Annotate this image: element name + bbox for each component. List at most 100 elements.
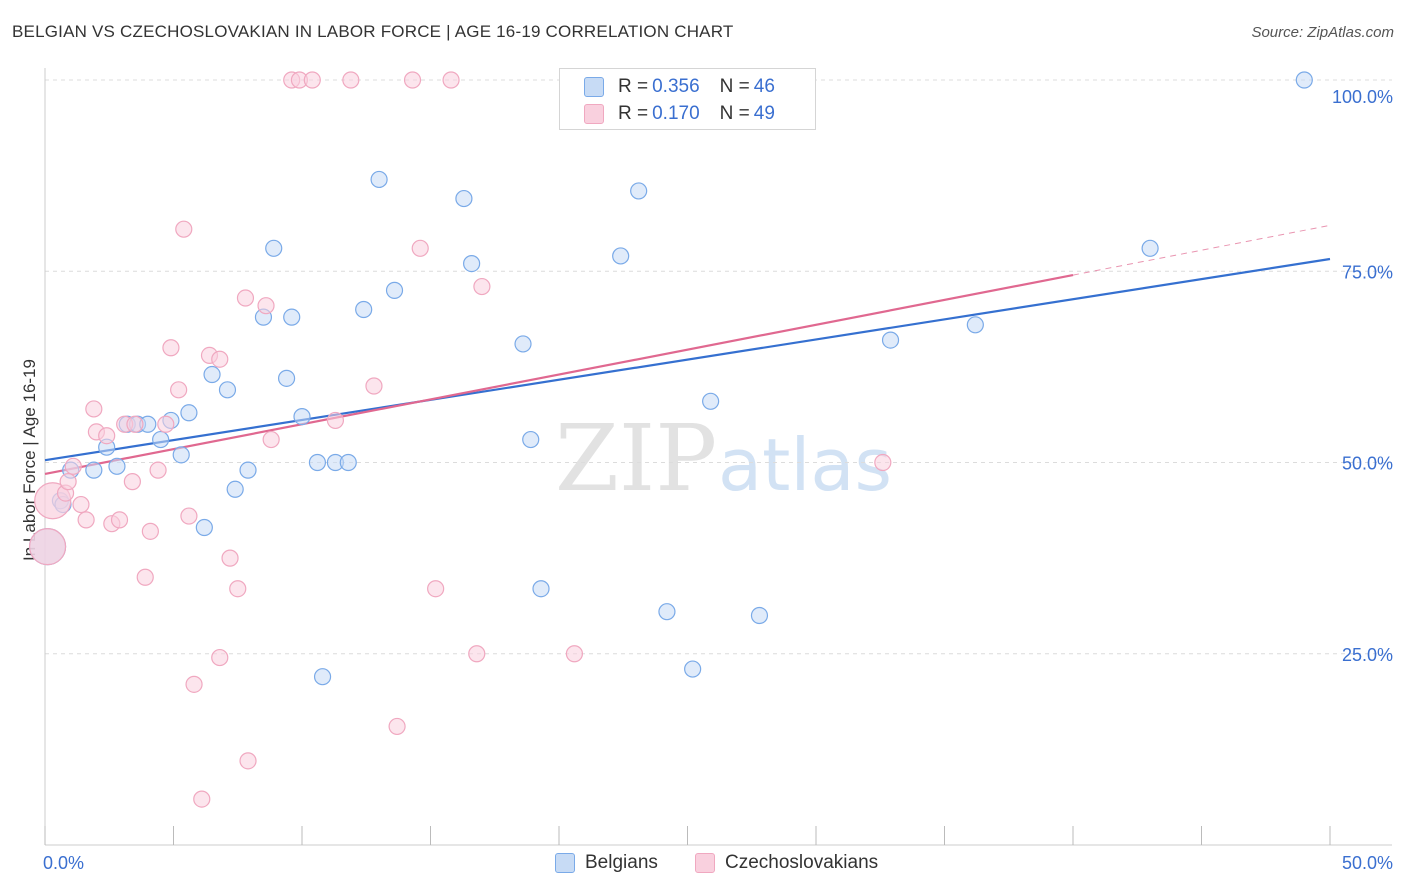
data-point xyxy=(463,255,481,273)
data-point xyxy=(136,568,154,586)
data-point xyxy=(108,457,126,475)
y-tick-label-2: 75.0% xyxy=(1342,262,1393,282)
data-point xyxy=(702,392,720,410)
stats-legend: R = 0.356 N = 46 R = 0.170 N = 49 xyxy=(559,68,816,130)
watermark: ZIP atlas xyxy=(555,405,892,512)
data-points xyxy=(28,71,1313,808)
data-point xyxy=(283,308,301,326)
data-point xyxy=(455,189,473,208)
data-point xyxy=(211,648,229,667)
data-point xyxy=(966,316,984,334)
data-point xyxy=(180,507,198,525)
series-legend: Belgians Czechoslovakians xyxy=(0,850,1406,878)
x-tick-label-1: 50.0% xyxy=(1342,853,1393,873)
data-point xyxy=(175,220,193,238)
watermark-atlas: atlas xyxy=(718,423,892,507)
data-point xyxy=(172,446,190,464)
legend-label-belgians: Belgians xyxy=(585,852,658,873)
data-point xyxy=(370,170,388,189)
y-tick-label-1: 50.0% xyxy=(1342,454,1393,474)
data-point xyxy=(403,71,422,89)
data-point xyxy=(85,461,103,479)
axes xyxy=(44,68,1392,846)
data-point xyxy=(72,495,90,514)
data-point xyxy=(326,411,345,430)
n-label: N = xyxy=(719,103,750,124)
data-point xyxy=(193,790,211,808)
data-point xyxy=(1141,239,1159,257)
data-point xyxy=(411,239,429,257)
data-point xyxy=(565,645,584,663)
r-label: R = xyxy=(618,76,649,97)
data-point xyxy=(239,752,257,770)
chart-title: BELGIAN VS CZECHOSLOVAKIAN IN LABOR FORC… xyxy=(12,22,734,41)
r-value: 0.356 xyxy=(652,76,700,97)
data-point xyxy=(342,71,360,89)
data-point xyxy=(522,430,540,449)
data-point xyxy=(308,453,327,472)
data-point xyxy=(303,71,321,89)
y-tick-label-0: 25.0% xyxy=(1342,645,1393,665)
data-point xyxy=(152,430,170,449)
legend-item-belgians[interactable]: Belgians xyxy=(555,852,658,874)
legend-item-czechoslovakians[interactable]: Czechoslovakians xyxy=(695,852,878,874)
data-point xyxy=(881,331,900,349)
data-point xyxy=(257,297,275,315)
data-point xyxy=(126,415,144,433)
trend-line-0 xyxy=(44,257,1331,462)
trend-extension-1 xyxy=(1072,224,1331,276)
data-point xyxy=(221,549,239,567)
belgians-legend-swatch xyxy=(555,853,575,873)
data-point xyxy=(141,522,159,540)
data-point xyxy=(874,453,892,472)
data-point xyxy=(85,400,103,418)
data-point xyxy=(427,580,445,598)
data-point xyxy=(388,717,406,736)
data-point xyxy=(468,645,486,663)
data-point xyxy=(532,580,550,598)
n-value: 49 xyxy=(753,103,775,124)
belgians-swatch xyxy=(584,77,604,97)
data-point xyxy=(265,239,283,257)
data-point xyxy=(162,339,180,357)
tick-labels: 25.0% 50.0% 75.0% 100.0% 0.0% 50.0% xyxy=(43,87,1393,873)
data-point xyxy=(236,289,255,307)
grid-lines xyxy=(45,79,1392,655)
legend-label-czechoslovakians: Czechoslovakians xyxy=(725,852,879,873)
data-point xyxy=(473,277,491,296)
data-point xyxy=(59,473,77,491)
data-point xyxy=(277,369,296,387)
series-1-points xyxy=(28,71,892,808)
data-point xyxy=(355,300,373,319)
data-point xyxy=(339,453,357,472)
data-point xyxy=(226,480,244,498)
chart-source: Source: ZipAtlas.com xyxy=(1251,24,1394,41)
y-tick-label-3: 100.0% xyxy=(1332,87,1393,107)
data-point xyxy=(262,430,280,449)
trend-line-1 xyxy=(44,273,1074,476)
n-value: 46 xyxy=(753,76,775,97)
data-point xyxy=(211,350,229,368)
data-point xyxy=(110,511,129,529)
data-point xyxy=(180,404,198,422)
data-point xyxy=(229,580,247,598)
n-label: N = xyxy=(719,76,750,97)
series-0-points xyxy=(28,71,1313,686)
r-label: R = xyxy=(618,103,649,124)
data-point xyxy=(98,427,116,445)
data-point xyxy=(170,381,188,399)
data-point xyxy=(157,415,175,433)
data-point xyxy=(77,511,95,529)
data-point xyxy=(385,281,404,299)
data-point xyxy=(630,182,648,200)
data-point xyxy=(442,71,460,89)
data-point xyxy=(293,408,311,426)
data-point xyxy=(185,675,203,693)
data-point xyxy=(195,518,213,537)
czechoslovakians-legend-swatch xyxy=(695,853,715,873)
czechoslovakians-swatch xyxy=(584,104,604,124)
data-point xyxy=(239,461,257,479)
r-value: 0.170 xyxy=(652,103,700,124)
data-point xyxy=(28,528,67,566)
